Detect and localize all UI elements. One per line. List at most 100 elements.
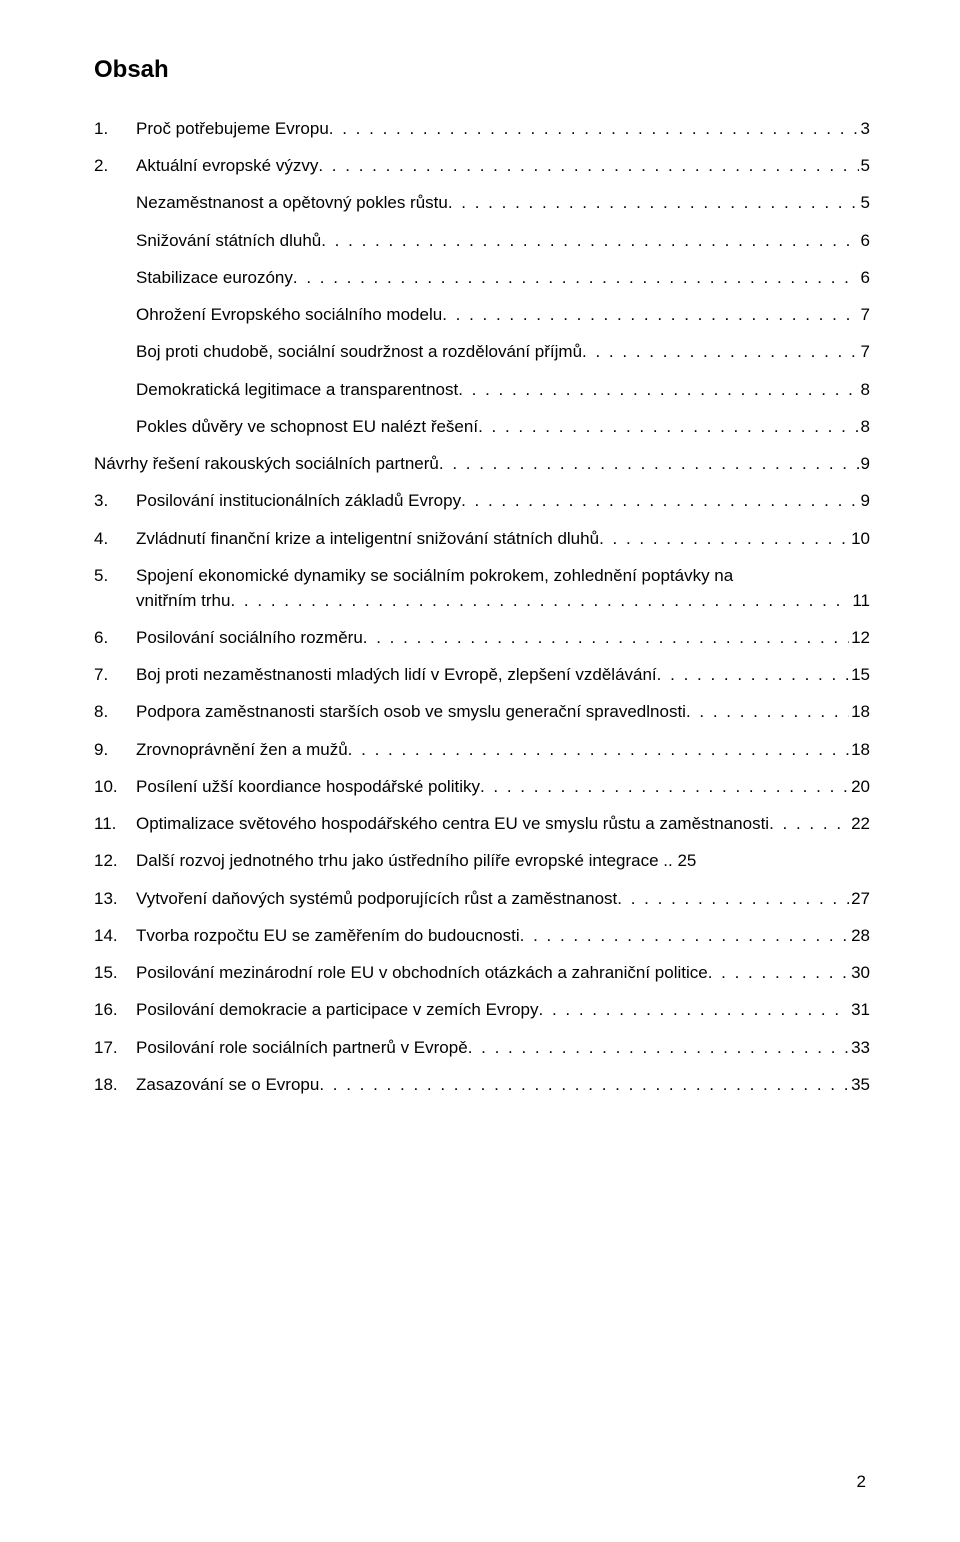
toc-entry: Pokles důvěry ve schopnost EU nalézt řeš… (94, 416, 870, 439)
toc-number: 3. (94, 490, 136, 513)
toc-entry: 17.Posilování role sociálních partnerů v… (94, 1037, 870, 1060)
toc-leader (448, 192, 859, 215)
toc-text: vnitřním trhu (136, 590, 230, 613)
toc-text: Ohrožení Evropského sociálního modelu (136, 304, 442, 327)
toc-text: Posilování institucionálních základů Evr… (136, 490, 461, 513)
toc-leader (319, 1074, 849, 1097)
toc-text: Posilování role sociálních partnerů v Ev… (136, 1037, 468, 1060)
toc-text: Zrovnoprávnění žen a mužů (136, 739, 348, 762)
toc-text: Optimalizace světového hospodářského cen… (136, 813, 769, 836)
toc-number: 16. (94, 999, 136, 1022)
toc-entry: 10.Posílení užší koordiance hospodářské … (94, 776, 870, 799)
toc-page: 22 (849, 813, 870, 836)
toc-leader (769, 813, 849, 836)
toc-page: 18 (849, 739, 870, 762)
toc-page: 5 (859, 155, 870, 178)
toc-entry: Boj proti chudobě, sociální soudržnost a… (94, 341, 870, 364)
toc-leader (458, 379, 858, 402)
toc-leader (478, 416, 858, 439)
toc-text: Návrhy řešení rakouských sociálních part… (94, 453, 439, 476)
toc-text: Spojení ekonomické dynamiky se sociálním… (136, 565, 733, 588)
toc-text: Zasazování se o Evropu (136, 1074, 319, 1097)
toc-page: 8 (859, 379, 870, 402)
toc-number: 5. (94, 565, 136, 588)
toc-entry: 5.Spojení ekonomické dynamiky se sociáln… (94, 565, 870, 613)
toc-text: Další rozvoj jednotného trhu jako ústřed… (136, 850, 696, 873)
toc-text: Vytvoření daňových systémů podporujících… (136, 888, 617, 911)
toc-number: 11. (94, 813, 136, 836)
toc-leader (582, 341, 859, 364)
toc-number: 15. (94, 962, 136, 985)
toc-page: 33 (849, 1037, 870, 1060)
toc-leader (657, 664, 849, 687)
toc-page: 9 (859, 453, 870, 476)
toc-leader (293, 267, 859, 290)
toc-leader (599, 528, 849, 551)
toc-leader (480, 776, 849, 799)
toc-entry: 14.Tvorba rozpočtu EU se zaměřením do bu… (94, 925, 870, 948)
toc-entry: Návrhy řešení rakouských sociálních part… (94, 453, 870, 476)
toc-entry: 4.Zvládnutí finanční krize a inteligentn… (94, 528, 870, 551)
page-title: Obsah (94, 56, 870, 84)
toc-leader (329, 118, 859, 141)
toc-leader (686, 701, 849, 724)
toc-page: 8 (859, 416, 870, 439)
toc-leader (442, 304, 858, 327)
toc-number: 17. (94, 1037, 136, 1060)
toc-page: 11 (850, 590, 870, 613)
toc-entry: 11.Optimalizace světového hospodářského … (94, 813, 870, 836)
toc-text: Boj proti nezaměstnanosti mladých lidí v… (136, 664, 657, 687)
toc-page: 15 (849, 664, 870, 687)
toc-text: Snižování státních dluhů (136, 230, 321, 253)
toc-number: 1. (94, 118, 136, 141)
toc-entry: Demokratická legitimace a transparentnos… (94, 379, 870, 402)
toc-number: 8. (94, 701, 136, 724)
toc-entry: 8.Podpora zaměstnanosti starších osob ve… (94, 701, 870, 724)
toc-entry: 18.Zasazování se o Evropu35 (94, 1074, 870, 1097)
toc-text: Proč potřebujeme Evropu (136, 118, 329, 141)
toc-text: Demokratická legitimace a transparentnos… (136, 379, 458, 402)
toc-leader (461, 490, 858, 513)
toc-entry: 13.Vytvoření daňových systémů podporujíc… (94, 888, 870, 911)
toc-leader (520, 925, 849, 948)
toc-text: Pokles důvěry ve schopnost EU nalézt řeš… (136, 416, 478, 439)
toc-number: 14. (94, 925, 136, 948)
toc-page: 7 (859, 304, 870, 327)
toc-page: 7 (859, 341, 870, 364)
toc-text: Stabilizace eurozóny (136, 267, 293, 290)
document-page: Obsah 1.Proč potřebujeme Evropu 3 2.Aktuál… (0, 0, 960, 1542)
toc-entry: 12.Další rozvoj jednotného trhu jako úst… (94, 850, 870, 873)
toc-number: 13. (94, 888, 136, 911)
toc-page: 6 (859, 230, 870, 253)
toc-page: 6 (859, 267, 870, 290)
toc-text: Zvládnutí finanční krize a inteligentní … (136, 528, 599, 551)
toc-page: 18 (849, 701, 870, 724)
toc-page: 10 (849, 528, 870, 551)
toc-number: 4. (94, 528, 136, 551)
toc-entry: Snižování státních dluhů 6 (94, 230, 870, 253)
toc-entry: 9.Zrovnoprávnění žen a mužů 18 (94, 739, 870, 762)
toc-number: 9. (94, 739, 136, 762)
toc-text: Posilování mezinárodní role EU v obchodn… (136, 962, 708, 985)
toc-leader (708, 962, 849, 985)
toc-leader (321, 230, 858, 253)
toc-text: Podpora zaměstnanosti starších osob ve s… (136, 701, 686, 724)
toc-number: 18. (94, 1074, 136, 1097)
toc-number: 7. (94, 664, 136, 687)
toc-page: 28 (849, 925, 870, 948)
toc-entry: 16.Posilování demokracie a participace v… (94, 999, 870, 1022)
toc-entry: Nezaměstnanost a opětovný pokles růstu5 (94, 192, 870, 215)
toc-entry: 7.Boj proti nezaměstnanosti mladých lidí… (94, 664, 870, 687)
toc-page: 30 (849, 962, 870, 985)
toc-entry: 2.Aktuální evropské výzvy5 (94, 155, 870, 178)
toc-leader (439, 453, 859, 476)
toc-entry: Stabilizace eurozóny 6 (94, 267, 870, 290)
page-number: 2 (857, 1472, 866, 1492)
toc-text: Boj proti chudobě, sociální soudržnost a… (136, 341, 582, 364)
toc-page: 3 (859, 118, 870, 141)
toc-text: Nezaměstnanost a opětovný pokles růstu (136, 192, 448, 215)
toc-number: 6. (94, 627, 136, 650)
toc-page: 20 (849, 776, 870, 799)
toc-page: 31 (849, 999, 870, 1022)
toc-entry: 6.Posilování sociálního rozměru12 (94, 627, 870, 650)
